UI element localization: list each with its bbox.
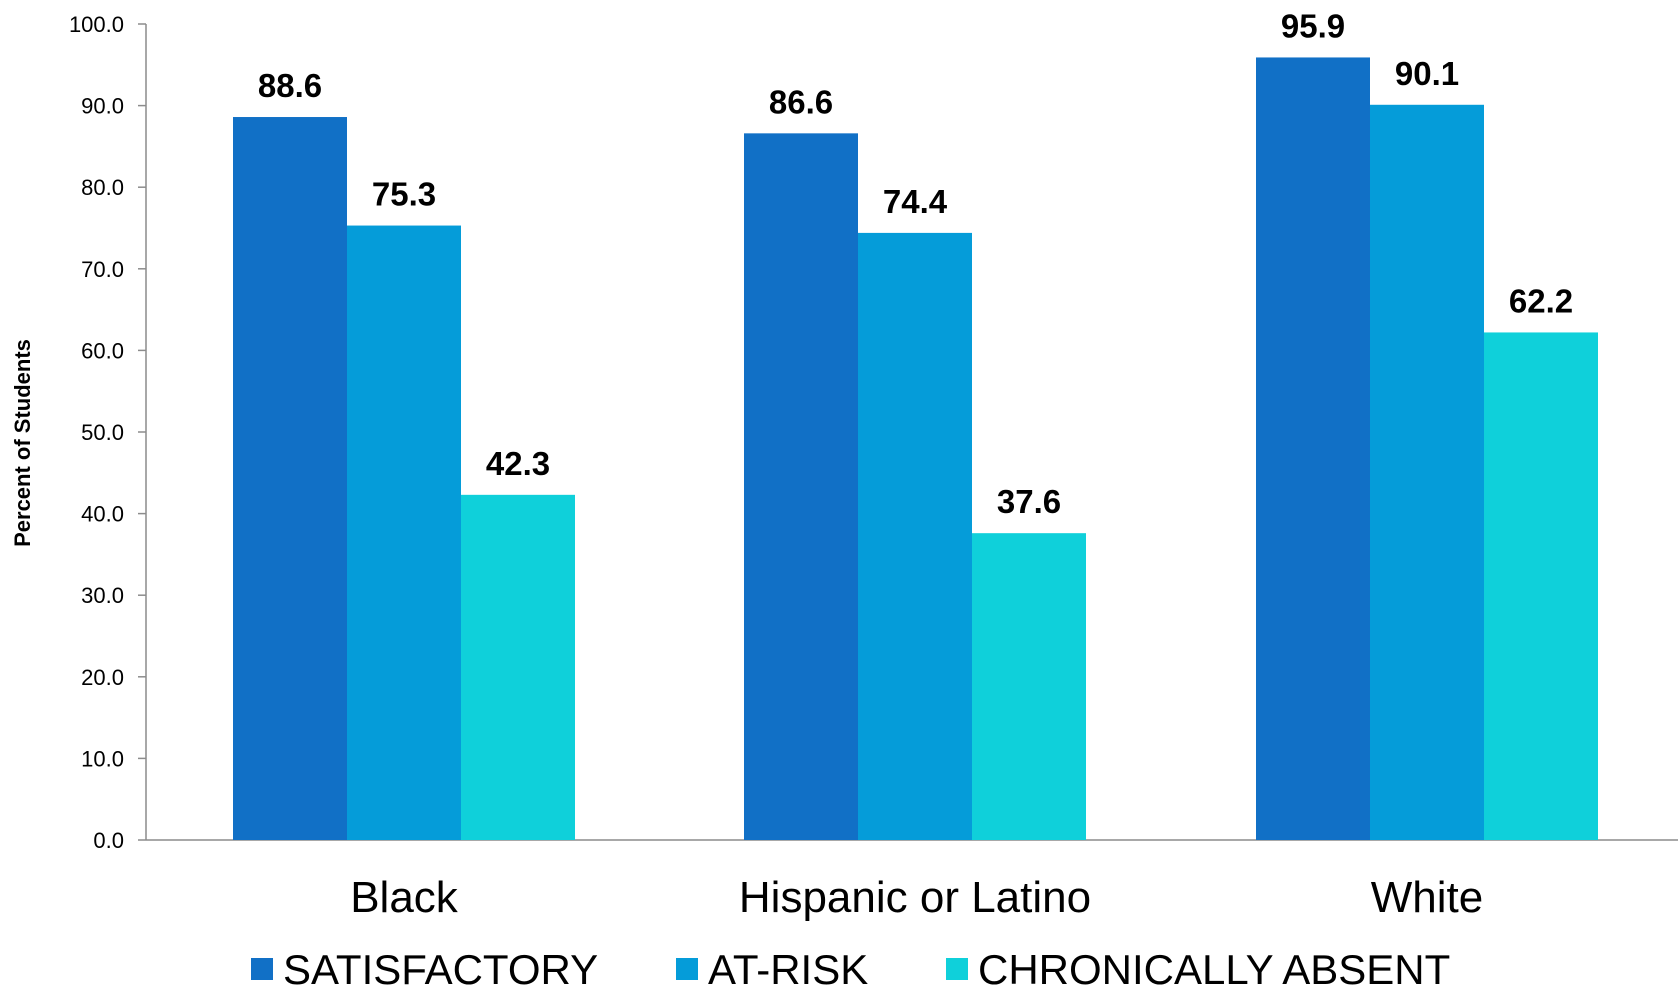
bar [858, 232, 972, 840]
y-tick-label: 70.0 [81, 257, 124, 282]
legend-swatch [251, 958, 273, 980]
bar [1370, 104, 1484, 840]
y-tick-label: 90.0 [81, 94, 124, 119]
data-label: 88.6 [258, 67, 322, 104]
bar [744, 133, 858, 840]
data-label: 62.2 [1509, 282, 1573, 319]
data-label: 95.9 [1281, 7, 1345, 44]
y-tick-label: 60.0 [81, 338, 124, 363]
y-tick-label: 50.0 [81, 420, 124, 445]
bar [461, 494, 575, 840]
bar [1484, 332, 1598, 840]
bar [347, 225, 461, 840]
data-label: 37.6 [997, 483, 1061, 520]
legend: SATISFACTORY AT-RISK CHRONICALLY ABSENT [251, 946, 1450, 989]
x-category-label: Black [350, 873, 459, 922]
plot-area: 0.0 10.0 20.0 30.0 40.0 50.0 60.0 70.0 80.0 90.0 1… [69, 7, 1678, 922]
bar [233, 117, 347, 841]
x-category-label: Hispanic or Latino [739, 873, 1091, 922]
legend-label: AT-RISK [708, 946, 868, 989]
y-tick-label: 0.0 [93, 828, 124, 853]
x-category-label: White [1371, 873, 1483, 922]
y-tick-label: 20.0 [81, 665, 124, 690]
data-label: 42.3 [486, 445, 550, 482]
y-tick-label: 100.0 [69, 12, 124, 37]
data-label: 74.4 [883, 183, 948, 220]
y-tick-label: 30.0 [81, 583, 124, 608]
legend-label: CHRONICALLY ABSENT [978, 946, 1450, 989]
data-label: 90.1 [1395, 55, 1459, 92]
y-axis-label: Percent of Students [10, 339, 35, 547]
bar [972, 533, 1086, 840]
y-tick-label: 40.0 [81, 502, 124, 527]
y-tick-label: 10.0 [81, 746, 124, 771]
legend-swatch [676, 958, 698, 980]
data-label: 75.3 [372, 176, 436, 213]
legend-swatch [946, 958, 968, 980]
legend-label: SATISFACTORY [283, 946, 598, 989]
y-tick-label: 80.0 [81, 175, 124, 200]
bar [1256, 57, 1370, 841]
data-label: 86.6 [769, 83, 833, 120]
